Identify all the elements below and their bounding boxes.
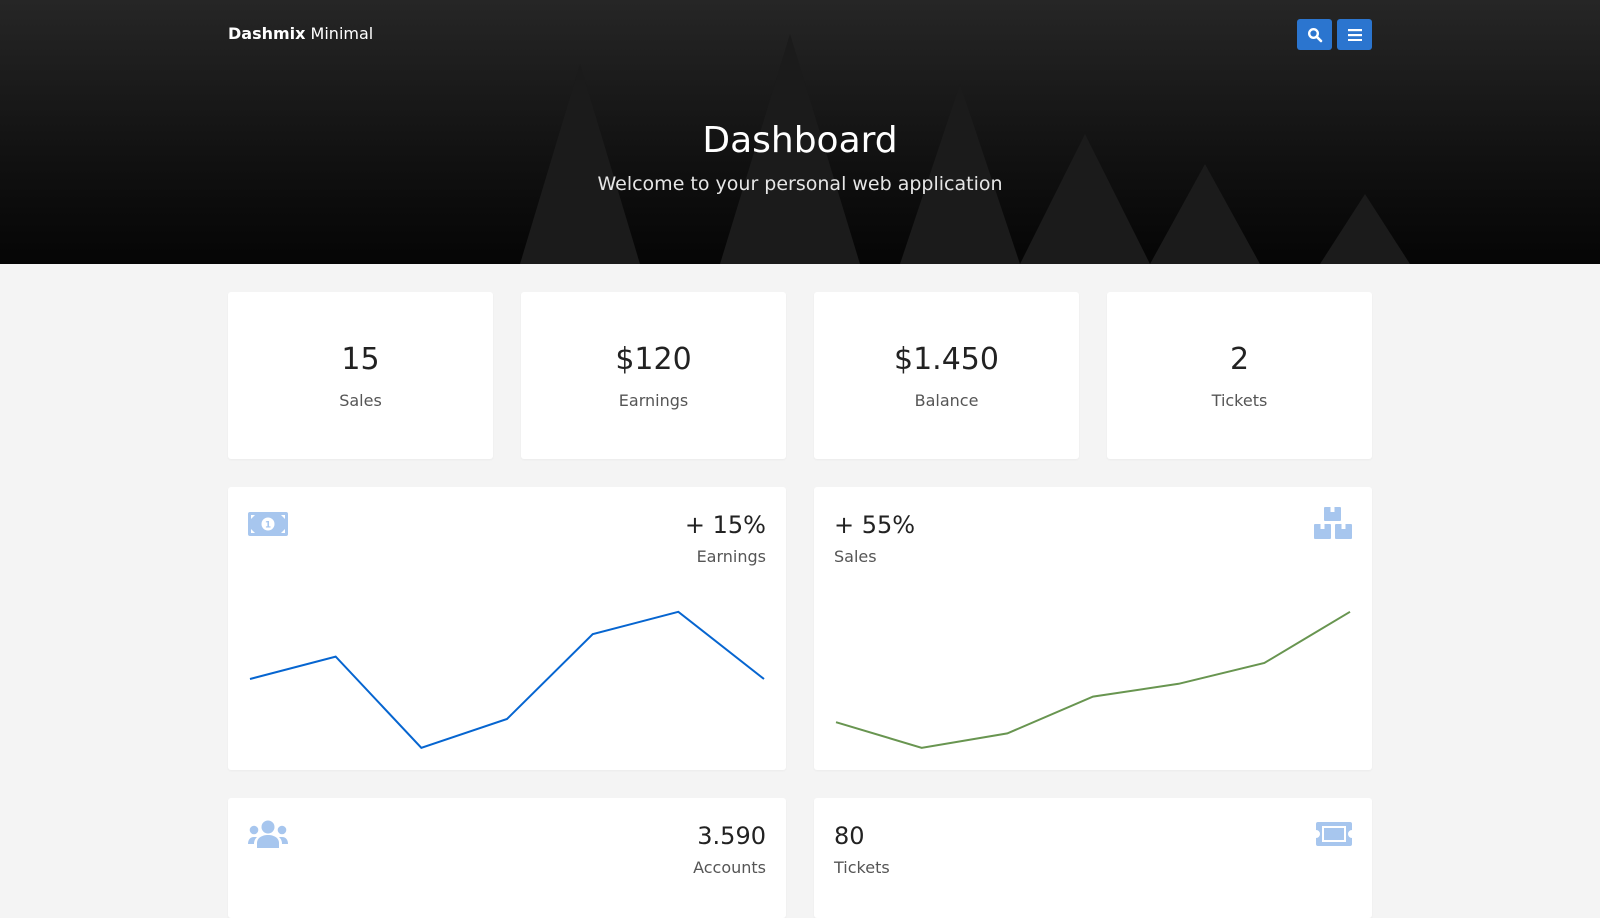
stat-value: 15 <box>341 342 380 377</box>
hero-header: Dashmix Minimal Dashboard Welcome to you… <box>0 0 1600 264</box>
earnings-line-chart <box>249 610 765 749</box>
series-line <box>249 610 765 749</box>
sales-line-chart <box>835 610 1351 749</box>
tree-silhouette <box>520 64 640 264</box>
stat-value: $120 <box>615 342 692 377</box>
sales-chart-card: + 55% Sales <box>814 487 1372 770</box>
money-bill-icon: 1 <box>248 512 288 536</box>
accounts-label: Accounts <box>693 858 766 877</box>
page-title: Dashboard <box>702 120 898 161</box>
stat-card-sales[interactable]: 15 Sales <box>228 292 493 459</box>
stat-label: Sales <box>339 391 382 410</box>
stat-label: Earnings <box>618 391 689 410</box>
stat-value: 2 <box>1229 342 1250 377</box>
stat-card-earnings[interactable]: $120 Earnings <box>521 292 786 459</box>
stat-value: $1.450 <box>894 342 999 377</box>
menu-button[interactable] <box>1337 19 1372 50</box>
sales-label: Sales <box>834 547 877 566</box>
earnings-label: Earnings <box>696 547 766 566</box>
ticket-icon <box>1316 822 1352 846</box>
users-icon <box>248 820 288 848</box>
stat-card-tickets[interactable]: 2 Tickets <box>1107 292 1372 459</box>
earnings-chart-card: 1 + 15% Earnings <box>228 487 786 770</box>
tree-silhouette <box>1320 194 1410 264</box>
page-subtitle: Welcome to your personal web application <box>597 173 1003 195</box>
stat-label: Tickets <box>1211 391 1268 410</box>
tickets-card[interactable]: 80 Tickets <box>814 798 1372 918</box>
series-line <box>835 610 1351 749</box>
brand-rest: Minimal <box>305 24 374 43</box>
brand-logo[interactable]: Dashmix Minimal <box>228 24 373 43</box>
tickets-value: 80 <box>834 822 865 850</box>
sales-change: + 55% <box>834 511 916 539</box>
accounts-card[interactable]: 3.590 Accounts <box>228 798 786 918</box>
search-button[interactable] <box>1297 19 1332 50</box>
accounts-value: 3.590 <box>697 822 766 850</box>
stat-label: Balance <box>914 391 979 410</box>
brand-bold: Dashmix <box>228 24 306 43</box>
menu-icon <box>1347 28 1362 41</box>
boxes-icon <box>1314 507 1352 539</box>
tickets-label: Tickets <box>834 858 890 877</box>
search-icon <box>1307 27 1322 42</box>
stat-card-balance[interactable]: $1.450 Balance <box>814 292 1079 459</box>
svg-text:1: 1 <box>265 521 271 531</box>
earnings-change: + 15% <box>684 511 766 539</box>
